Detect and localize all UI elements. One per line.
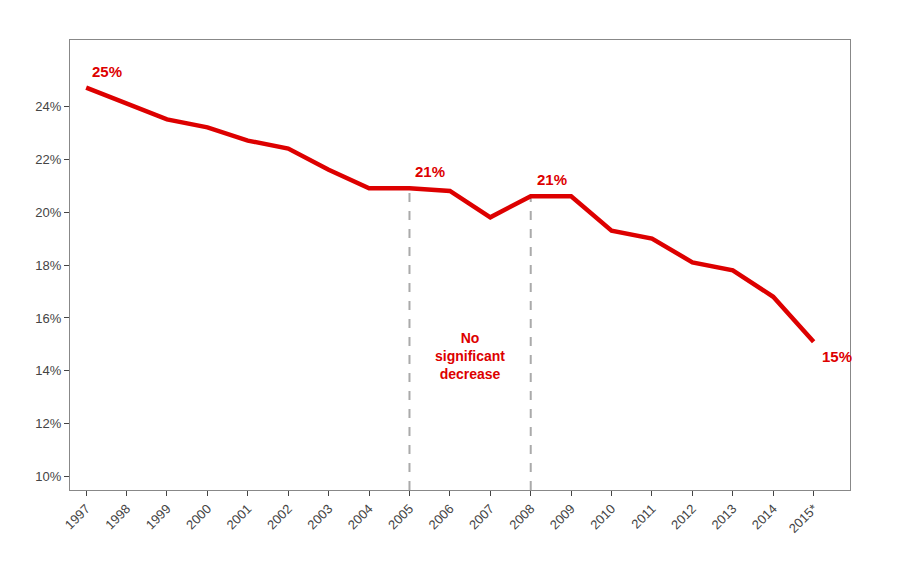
svg-text:2013: 2013 <box>708 501 739 532</box>
svg-text:2005: 2005 <box>385 501 416 532</box>
svg-text:2003: 2003 <box>304 501 335 532</box>
svg-text:1997: 1997 <box>62 501 93 532</box>
svg-text:14%: 14% <box>35 363 61 378</box>
svg-text:1998: 1998 <box>102 501 133 532</box>
svg-text:2002: 2002 <box>264 501 295 532</box>
svg-text:24%: 24% <box>35 99 61 114</box>
svg-text:18%: 18% <box>35 258 61 273</box>
svg-text:21%: 21% <box>537 171 567 188</box>
svg-text:2006: 2006 <box>426 501 457 532</box>
svg-text:2012: 2012 <box>668 501 699 532</box>
svg-text:16%: 16% <box>35 310 61 325</box>
svg-text:10%: 10% <box>35 469 61 484</box>
svg-text:2000: 2000 <box>183 501 214 532</box>
svg-text:15%: 15% <box>822 348 852 365</box>
svg-text:20%: 20% <box>35 205 61 220</box>
svg-text:2009: 2009 <box>547 501 578 532</box>
svg-text:Nosignificantdecrease: Nosignificantdecrease <box>435 330 505 382</box>
svg-text:2008: 2008 <box>506 501 537 532</box>
svg-text:12%: 12% <box>35 416 61 431</box>
svg-text:2004: 2004 <box>345 501 376 532</box>
svg-text:2011: 2011 <box>628 501 658 531</box>
svg-text:22%: 22% <box>35 152 61 167</box>
svg-text:2014: 2014 <box>749 501 780 532</box>
svg-text:2010: 2010 <box>587 501 618 532</box>
svg-text:2007: 2007 <box>466 501 497 532</box>
svg-text:1999: 1999 <box>143 501 174 532</box>
svg-text:2015*: 2015* <box>786 501 821 536</box>
svg-text:21%: 21% <box>415 163 445 180</box>
svg-text:2001: 2001 <box>223 501 254 532</box>
svg-text:25%: 25% <box>92 63 122 80</box>
